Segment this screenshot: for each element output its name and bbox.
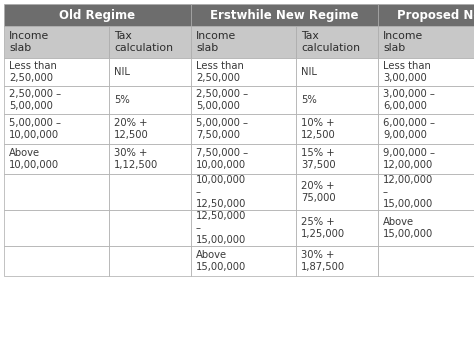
Text: Erstwhile New Regime: Erstwhile New Regime xyxy=(210,8,359,21)
Text: 6,00,000 –
9,00,000: 6,00,000 – 9,00,000 xyxy=(383,118,435,140)
Bar xyxy=(296,210,378,246)
Bar xyxy=(109,174,191,210)
Text: Proposed New Regime: Proposed New Regime xyxy=(397,8,474,21)
Bar xyxy=(378,26,474,58)
Text: 5%: 5% xyxy=(301,95,317,105)
Bar xyxy=(378,58,474,86)
Bar xyxy=(109,114,191,144)
Bar xyxy=(296,144,378,174)
Text: Above
15,00,000: Above 15,00,000 xyxy=(196,250,246,272)
Bar xyxy=(296,86,378,114)
Bar xyxy=(4,114,109,144)
Bar xyxy=(109,210,191,246)
Text: Above
10,00,000: Above 10,00,000 xyxy=(9,148,59,170)
Bar xyxy=(191,144,296,174)
Text: Less than
2,50,000: Less than 2,50,000 xyxy=(196,61,244,83)
Bar xyxy=(4,4,191,26)
Bar xyxy=(378,210,474,246)
Text: 20% +
12,500: 20% + 12,500 xyxy=(114,118,149,140)
Text: 10,00,000
–
12,50,000: 10,00,000 – 12,50,000 xyxy=(196,175,246,209)
Text: 12,50,000
–
15,00,000: 12,50,000 – 15,00,000 xyxy=(196,211,246,245)
Text: Less than
2,50,000: Less than 2,50,000 xyxy=(9,61,57,83)
Text: Income
slab: Income slab xyxy=(383,31,423,53)
Bar xyxy=(191,114,296,144)
Bar xyxy=(109,246,191,276)
Bar xyxy=(4,246,109,276)
Text: 5%: 5% xyxy=(114,95,130,105)
Text: NIL: NIL xyxy=(114,67,130,77)
Text: 7,50,000 –
10,00,000: 7,50,000 – 10,00,000 xyxy=(196,148,248,170)
Bar xyxy=(296,246,378,276)
Text: 5,00,000 –
7,50,000: 5,00,000 – 7,50,000 xyxy=(196,118,248,140)
Bar xyxy=(378,4,474,26)
Text: Less than
3,00,000: Less than 3,00,000 xyxy=(383,61,431,83)
Text: 3,00,000 –
6,00,000: 3,00,000 – 6,00,000 xyxy=(383,89,435,111)
Text: 30% +
1,12,500: 30% + 1,12,500 xyxy=(114,148,158,170)
Bar xyxy=(191,210,296,246)
Bar xyxy=(296,114,378,144)
Bar xyxy=(296,174,378,210)
Text: Old Regime: Old Regime xyxy=(59,8,136,21)
Bar xyxy=(191,4,378,26)
Bar xyxy=(191,246,296,276)
Bar xyxy=(378,246,474,276)
Bar xyxy=(109,144,191,174)
Text: 20% +
75,000: 20% + 75,000 xyxy=(301,181,336,203)
Bar xyxy=(4,26,109,58)
Bar xyxy=(296,26,378,58)
Text: 5,00,000 –
10,00,000: 5,00,000 – 10,00,000 xyxy=(9,118,61,140)
Bar xyxy=(109,58,191,86)
Text: 2,50,000 –
5,00,000: 2,50,000 – 5,00,000 xyxy=(196,89,248,111)
Text: NIL: NIL xyxy=(301,67,317,77)
Text: Tax
calculation: Tax calculation xyxy=(301,31,360,53)
Text: 2,50,000 –
5,00,000: 2,50,000 – 5,00,000 xyxy=(9,89,61,111)
Bar xyxy=(191,26,296,58)
Bar xyxy=(378,174,474,210)
Bar xyxy=(378,114,474,144)
Bar xyxy=(4,174,109,210)
Text: 30% +
1,87,500: 30% + 1,87,500 xyxy=(301,250,345,272)
Text: Tax
calculation: Tax calculation xyxy=(114,31,173,53)
Bar xyxy=(109,86,191,114)
Text: 12,00,000
–
15,00,000: 12,00,000 – 15,00,000 xyxy=(383,175,433,209)
Bar xyxy=(4,58,109,86)
Text: 15% +
37,500: 15% + 37,500 xyxy=(301,148,336,170)
Text: Income
slab: Income slab xyxy=(9,31,49,53)
Bar xyxy=(378,86,474,114)
Text: Above
15,00,000: Above 15,00,000 xyxy=(383,217,433,239)
Text: Income
slab: Income slab xyxy=(196,31,236,53)
Bar xyxy=(4,144,109,174)
Bar xyxy=(296,58,378,86)
Bar xyxy=(191,86,296,114)
Bar xyxy=(378,144,474,174)
Bar xyxy=(191,174,296,210)
Bar xyxy=(191,58,296,86)
Text: 10% +
12,500: 10% + 12,500 xyxy=(301,118,336,140)
Text: 25% +
1,25,000: 25% + 1,25,000 xyxy=(301,217,345,239)
Bar xyxy=(109,26,191,58)
Text: 9,00,000 –
12,00,000: 9,00,000 – 12,00,000 xyxy=(383,148,435,170)
Bar xyxy=(4,86,109,114)
Bar xyxy=(4,210,109,246)
